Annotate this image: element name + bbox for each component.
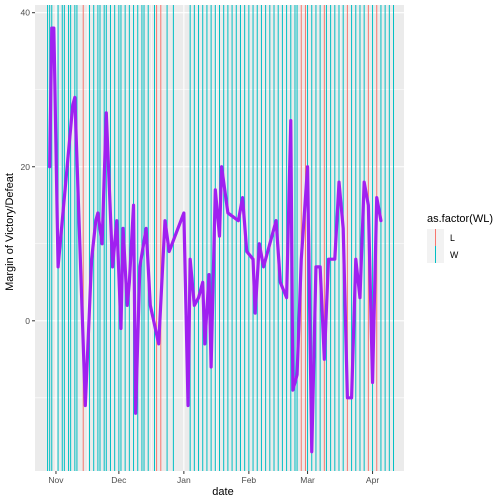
legend-keys: LW (427, 229, 459, 263)
x-tick-label: Apr (366, 475, 379, 485)
x-tick-label: Mar (300, 475, 315, 485)
x-tick-label: Jan (177, 475, 191, 485)
y-tick-label: 40 (21, 8, 31, 18)
y-tick-label: 0 (25, 316, 30, 326)
x-tick-label: Nov (48, 475, 64, 485)
legend-label-l: L (450, 233, 455, 243)
y-tick-label: 20 (21, 162, 31, 172)
legend-label-w: W (450, 250, 459, 260)
legend-title: as.factor(WL) (427, 213, 493, 225)
x-tick-label: Feb (242, 475, 257, 485)
y-axis-title: Margin of Victory/Defeat (4, 173, 16, 291)
x-axis: Nov Dec Jan Feb Mar Apr (48, 471, 379, 485)
y-axis: 0 20 40 (21, 8, 35, 326)
margin-series-line (48, 26, 383, 454)
x-axis-title: date (212, 486, 233, 498)
legend: as.factor(WL) LW (427, 213, 493, 263)
series-layer (48, 26, 383, 454)
x-tick-label: Dec (111, 475, 127, 485)
